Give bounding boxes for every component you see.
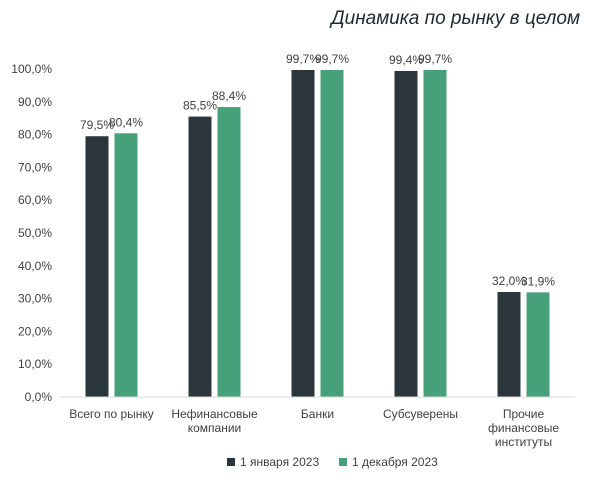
y-axis: 0,0% 10,0% 20,0% 30,0% 40,0% 50,0% 60,0% 70,0% 8…	[11, 62, 52, 404]
x-category-label: Субсуверены	[383, 407, 458, 421]
data-label: 88,4%	[212, 89, 246, 103]
bar	[497, 292, 521, 397]
data-label: 99,7%	[286, 52, 320, 66]
bar	[526, 292, 550, 397]
y-tick-label: 80,0%	[18, 128, 52, 142]
x-category-label: компании	[188, 421, 242, 435]
legend: 1 января 2023 1 декабря 2023	[227, 455, 438, 469]
data-label: 99,7%	[418, 52, 452, 66]
bar	[394, 70, 418, 397]
x-category-label: финансовые	[488, 421, 559, 435]
data-label: 32,0%	[492, 274, 526, 288]
y-tick-label: 30,0%	[18, 292, 52, 306]
bar	[114, 133, 138, 397]
bar	[291, 69, 315, 397]
data-labels: 79,5%80,4%85,5%88,4%99,7%99,7% 99,4%99,7%…	[80, 52, 555, 288]
data-label: 79,5%	[80, 118, 114, 132]
y-tick-label: 70,0%	[18, 160, 52, 174]
y-tick-label: 10,0%	[18, 357, 52, 371]
y-tick-label: 100,0%	[11, 62, 52, 76]
legend-swatch	[339, 458, 347, 466]
y-tick-label: 60,0%	[18, 193, 52, 207]
data-label: 99,7%	[315, 52, 349, 66]
data-label: 31,9%	[521, 274, 555, 288]
y-tick-label: 0,0%	[25, 390, 53, 404]
data-label: 80,4%	[109, 115, 143, 129]
y-tick-label: 50,0%	[18, 226, 52, 240]
legend-swatch	[227, 458, 235, 466]
x-category-label: Нефинансовые	[171, 407, 258, 421]
legend-label: 1 января 2023	[240, 455, 319, 469]
bar	[423, 69, 447, 397]
y-tick-label: 20,0%	[18, 324, 52, 338]
y-tick-label: 40,0%	[18, 259, 52, 273]
x-category-label: институты	[495, 435, 552, 449]
bar	[188, 116, 212, 397]
bars	[85, 69, 550, 398]
data-label: 85,5%	[183, 99, 217, 113]
x-category-label: Прочие	[503, 407, 545, 421]
data-label: 99,4%	[389, 53, 423, 67]
bar	[320, 69, 344, 397]
x-category-label: Всего по рынку	[69, 407, 154, 421]
legend-label: 1 декабря 2023	[352, 455, 438, 469]
x-category-label: Банки	[301, 407, 334, 421]
y-tick-label: 90,0%	[18, 95, 52, 109]
chart-title: Динамика по рынку в целом	[331, 8, 580, 29]
bar	[85, 136, 109, 398]
bar	[217, 107, 241, 397]
